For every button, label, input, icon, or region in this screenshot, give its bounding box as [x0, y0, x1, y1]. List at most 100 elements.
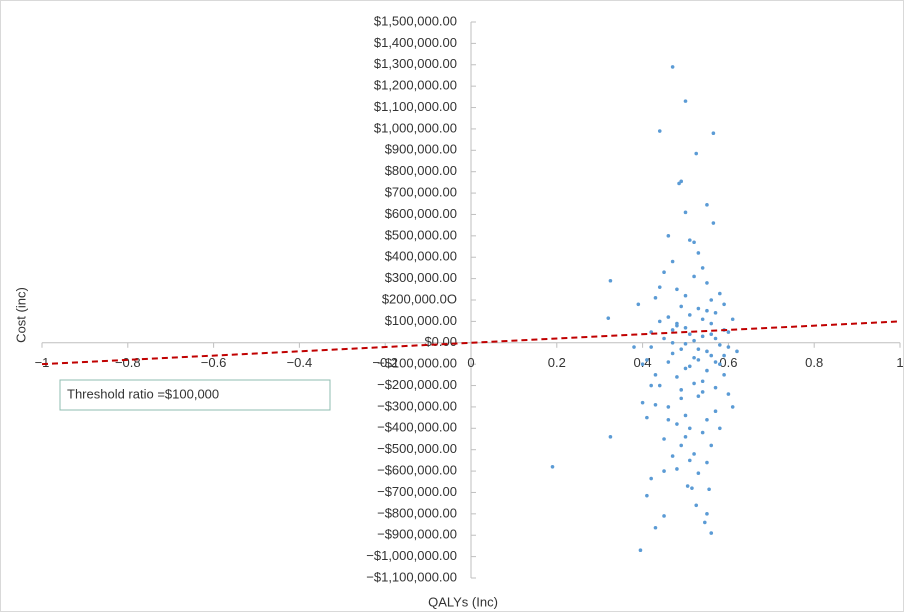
point — [662, 437, 666, 441]
point — [606, 316, 611, 320]
point — [705, 512, 709, 516]
y-tick-label: $1,300,000.00 — [374, 56, 457, 71]
point — [638, 548, 643, 552]
point — [705, 308, 709, 313]
point — [679, 396, 684, 401]
point — [713, 311, 718, 315]
x-tick-label: −0.4 — [287, 355, 313, 370]
y-tick-label: $1,400,000.00 — [374, 35, 457, 50]
point — [690, 486, 694, 490]
point — [700, 430, 705, 435]
y-tick-label: −$700,000.00 — [377, 484, 457, 499]
point — [722, 302, 726, 307]
point — [726, 345, 731, 349]
x-tick-label: 0.6 — [719, 355, 737, 370]
point — [687, 313, 692, 317]
x-tick-label: −0.8 — [115, 355, 141, 370]
point — [687, 364, 692, 369]
y-tick-label: $1,100,000.00 — [374, 99, 457, 114]
point — [703, 520, 707, 525]
point — [707, 487, 711, 492]
point — [718, 343, 722, 347]
point — [608, 435, 613, 439]
x-tick-label: 0.8 — [805, 355, 823, 370]
point — [683, 342, 688, 346]
point — [705, 203, 709, 207]
point — [662, 336, 666, 341]
point — [718, 291, 722, 296]
y-tick-label: −$300,000.00 — [377, 398, 457, 413]
point — [700, 390, 705, 394]
point — [670, 259, 675, 264]
point — [722, 373, 726, 377]
point — [666, 417, 671, 422]
point — [657, 129, 662, 133]
y-tick-label: −$1,000,000.00 — [366, 548, 457, 563]
point — [670, 65, 675, 69]
y-tick-label: $700,000.00 — [385, 185, 457, 200]
y-tick-label: $1,200,000.00 — [374, 78, 457, 93]
point — [730, 405, 735, 409]
y-tick-label: −$600,000.00 — [377, 463, 457, 478]
point — [709, 531, 714, 535]
point — [653, 402, 658, 407]
point — [700, 334, 705, 339]
point — [705, 349, 709, 354]
y-tick-label: −$900,000.00 — [377, 527, 457, 542]
y-tick-label: $800,000.00 — [385, 163, 457, 178]
point — [675, 321, 679, 326]
annotation: Threshold ratio =$100,000 — [67, 386, 219, 401]
point — [696, 306, 701, 311]
point — [675, 375, 679, 379]
point — [705, 281, 709, 285]
point — [670, 454, 675, 458]
point — [700, 317, 705, 322]
y-tick-label: −$200,000.00 — [377, 377, 457, 392]
y-tick-label: $1,000,000.00 — [374, 120, 457, 135]
point — [670, 340, 675, 345]
point — [662, 514, 666, 518]
point — [645, 415, 649, 420]
y-tick-label: $1,500,000.00 — [374, 13, 457, 28]
y-axis-label: Cost (inc) — [13, 287, 28, 343]
x-tick-label: −0.2 — [372, 355, 398, 370]
point — [713, 409, 718, 414]
point — [679, 388, 684, 392]
point — [662, 270, 666, 275]
point — [700, 266, 705, 270]
point — [705, 417, 709, 422]
y-tick-label: $0.00 — [424, 334, 457, 349]
point — [550, 465, 555, 469]
point — [696, 394, 701, 399]
point — [677, 181, 681, 186]
point — [683, 293, 688, 298]
point — [696, 347, 701, 351]
point — [608, 278, 613, 283]
point — [722, 353, 726, 358]
y-tick-label: $500,000.00 — [385, 227, 457, 242]
point — [653, 525, 658, 530]
point — [709, 443, 714, 448]
y-tick-label: $900,000.00 — [385, 142, 457, 157]
point — [687, 458, 692, 463]
point — [687, 332, 692, 337]
point — [705, 368, 709, 373]
y-tick-label: −$800,000.00 — [377, 505, 457, 520]
point — [666, 234, 671, 238]
point — [679, 304, 684, 309]
point — [675, 422, 679, 426]
point — [657, 383, 662, 388]
point — [700, 379, 705, 384]
point — [666, 405, 671, 409]
point — [692, 240, 696, 245]
point — [709, 321, 714, 326]
point — [726, 392, 731, 396]
point — [718, 426, 722, 431]
x-tick-label: −1 — [35, 355, 50, 370]
point — [662, 469, 666, 473]
point — [683, 413, 688, 418]
point — [692, 274, 696, 279]
x-tick-label: 0.2 — [548, 355, 566, 370]
point — [709, 353, 714, 358]
